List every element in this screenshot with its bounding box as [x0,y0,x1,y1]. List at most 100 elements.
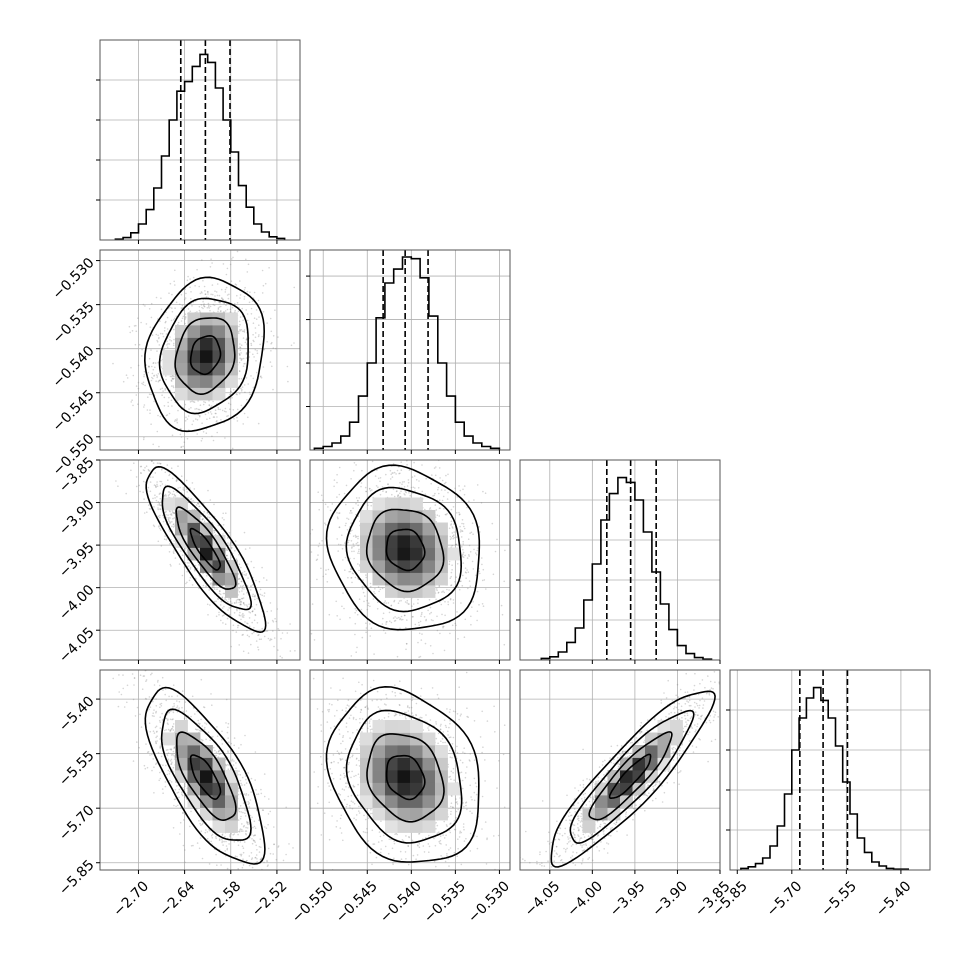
scatter-point [394,616,396,618]
scatter-point [351,550,353,553]
scatter-point [353,462,356,464]
scatter-point [481,563,483,566]
scatter-point [453,534,455,536]
scatter-point [149,476,152,478]
scatter-point [419,429,421,431]
scatter-point [207,614,209,616]
scatter-point [396,661,398,663]
scatter-point [158,779,160,782]
scatter-point [411,476,414,478]
scatter-point [475,553,478,556]
scatter-point [213,503,215,506]
scatter-point [153,525,156,528]
scatter-point [186,437,189,440]
scatter-point [230,547,233,550]
scatter-point [203,305,205,308]
scatter-point [276,608,279,610]
scatter-point [184,322,186,325]
scatter-point [258,819,260,822]
scatter-point [183,717,186,720]
scatter-point [244,809,246,811]
scatter-point [211,293,214,296]
scatter-point [259,588,262,591]
scatter-point [424,493,427,496]
scatter-point [423,616,426,618]
scatter-point [221,840,224,842]
scatter-point [443,482,446,485]
scatter-point [177,708,180,711]
scatter-point [263,577,265,579]
scatter-point [131,330,134,332]
scatter-point [252,916,254,918]
scatter-point [395,434,397,436]
scatter-point [239,600,242,603]
scatter-point [219,752,222,755]
scatter-point [501,613,504,616]
density-cell [175,362,188,376]
scatter-point [166,414,169,416]
scatter-point [200,409,203,412]
scatter-point [242,612,244,615]
scatter-point [393,599,396,602]
scatter-point [180,293,183,296]
scatter-point [234,550,236,552]
scatter-point [126,701,128,704]
scatter-point [237,790,240,792]
scatter-point [358,548,360,551]
scatter-point [115,480,117,482]
scatter-point [468,555,471,557]
scatter-point [418,480,420,482]
scatter-point [329,509,332,512]
scatter-point [143,498,145,500]
scatter-point [247,416,249,419]
scatter-point [460,602,462,604]
scatter-point [159,727,162,729]
scatter-point [256,622,259,624]
scatter-point [148,366,150,368]
scatter-point [267,594,269,596]
scatter-point [362,579,364,581]
scatter-point [476,549,479,552]
scatter-point [246,634,249,637]
scatter-point [186,551,188,553]
scatter-point [154,362,157,364]
scatter-point [173,512,175,515]
scatter-point [239,294,242,296]
scatter-point [389,620,391,622]
scatter-point [171,477,174,480]
scatter-point [226,554,228,557]
scatter-point [203,510,205,513]
scatter-point [169,563,172,566]
scatter-point [221,743,224,745]
scatter-point [357,544,359,547]
scatter-point [451,624,454,627]
scatter-point [162,520,165,523]
scatter-point [156,375,159,377]
scatter-point [243,331,246,333]
scatter-point [209,583,212,585]
scatter-point [287,526,289,528]
scatter-point [232,629,234,632]
scatter-point [236,598,239,601]
scatter-point [238,554,240,556]
scatter-point [217,598,219,600]
scatter-point [235,600,238,602]
scatter-point [503,643,506,646]
scatter-point [254,614,257,617]
scatter-point [402,618,404,621]
panel-content [100,460,300,660]
scatter-point [469,532,471,534]
density-cell [212,350,226,363]
scatter-point [177,487,179,489]
scatter-point [400,599,402,602]
scatter-point [168,474,170,477]
scatter-point [355,513,357,516]
scatter-point [172,729,175,731]
scatter-point [244,830,247,832]
scatter-point [252,353,254,356]
scatter-point [139,490,141,493]
scatter-point [157,515,160,518]
scatter-point [256,858,258,860]
scatter-point [211,574,213,577]
scatter-point [261,269,264,272]
